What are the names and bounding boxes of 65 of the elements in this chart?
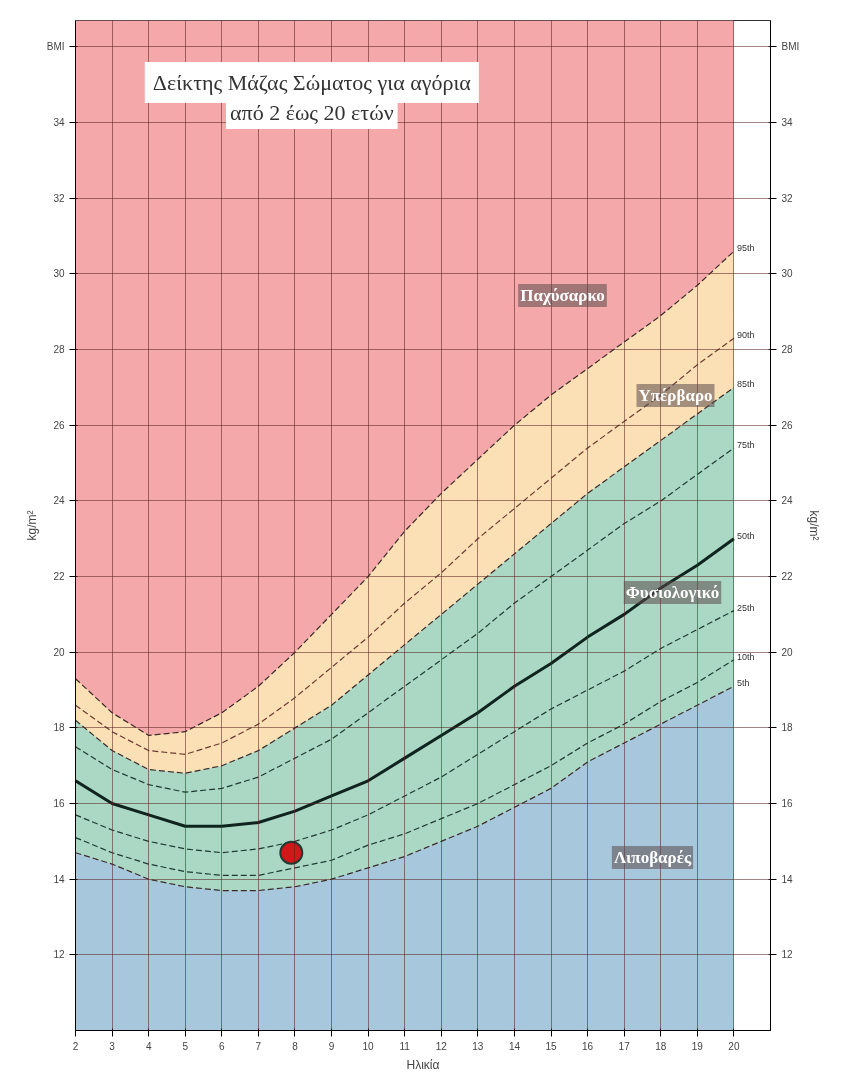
x-axis-title: Ηλικία [406, 1057, 440, 1072]
x-tick-label: 3 [109, 1040, 116, 1052]
x-tick-label: 18 [655, 1040, 667, 1052]
y-tick-label: 32 [53, 192, 65, 204]
line-series [75, 447, 735, 793]
y2-axis-title: kg/m² [807, 510, 822, 541]
series-label: 95th [736, 243, 755, 254]
x-tick-label: 14 [508, 1040, 521, 1052]
y-tick-label: 30 [53, 268, 65, 280]
series-label: 50th [736, 530, 755, 541]
y2-tick-label: 28 [781, 344, 794, 356]
x-tick-label: 12 [435, 1040, 448, 1052]
x-tick-label: 9 [328, 1040, 335, 1052]
x-tick-label: 10 [362, 1040, 375, 1052]
x-tick-label: 11 [399, 1040, 411, 1052]
x-tick-label: 15 [545, 1040, 558, 1052]
annotation: Υπέρβαρο [638, 386, 713, 405]
annotation: Λιποβαρές [613, 848, 692, 867]
y-tick-label: 34 [53, 117, 65, 129]
x-tick-label: 16 [582, 1040, 594, 1052]
y2-tick-label: 34 [781, 117, 794, 129]
x-tick-label: 20 [728, 1040, 740, 1052]
y2-tick-label: 32 [781, 192, 794, 204]
y-tick-label: BMI [46, 41, 65, 53]
y2-tick-label: 22 [781, 571, 794, 583]
series-label: 10th [736, 651, 755, 662]
y-tick-label: 24 [53, 495, 65, 507]
y-tick-label: 22 [53, 571, 65, 583]
y-tick-label: 12 [53, 949, 65, 961]
x-tick-label: 13 [472, 1040, 484, 1052]
y-tick-label: 28 [53, 344, 65, 356]
y2-tick-label: 12 [781, 949, 794, 961]
series-label: 25th [736, 602, 755, 613]
text: από 2 έως 20 ετών [230, 100, 394, 125]
x-tick-label: 2 [72, 1040, 79, 1052]
y2-tick-label: 24 [781, 495, 794, 507]
text: Δείκτης Μάζας Σώματος για αγόρια [152, 70, 472, 95]
x-tick-label: 4 [145, 1040, 152, 1052]
annotation: Παχύσαρκο [520, 286, 605, 305]
line-series [75, 659, 735, 877]
y-tick-label: 18 [53, 722, 65, 734]
y2-tick-label: 14 [781, 873, 794, 885]
series-label: 5th [736, 678, 750, 689]
y2-tick-label: 26 [781, 419, 794, 431]
y2-tick-label: 16 [781, 798, 794, 810]
x-tick-label: 8 [292, 1040, 299, 1052]
y2-tick-label: BMI [781, 41, 800, 53]
y-axis-title: kg/m² [24, 510, 39, 541]
y-tick-label: 20 [53, 646, 65, 658]
line-series [75, 337, 735, 755]
x-tick-label: 7 [255, 1040, 262, 1052]
x-tick-label: 19 [691, 1040, 704, 1052]
x-tick-label: 5 [182, 1040, 189, 1052]
line-series [75, 537, 736, 828]
y2-tick-label: 18 [781, 722, 794, 734]
series-label: 90th [736, 330, 755, 341]
series-label: 75th [736, 439, 755, 450]
x-tick-label: 17 [618, 1040, 631, 1052]
y2-tick-label: 30 [781, 268, 794, 280]
y-tick-label: 14 [53, 873, 65, 885]
y2-tick-label: 20 [781, 646, 794, 658]
y-tick-label: 26 [53, 419, 65, 431]
y-tick-label: 16 [53, 798, 65, 810]
series-label: 85th [736, 379, 755, 390]
x-tick-label: 6 [219, 1040, 226, 1052]
